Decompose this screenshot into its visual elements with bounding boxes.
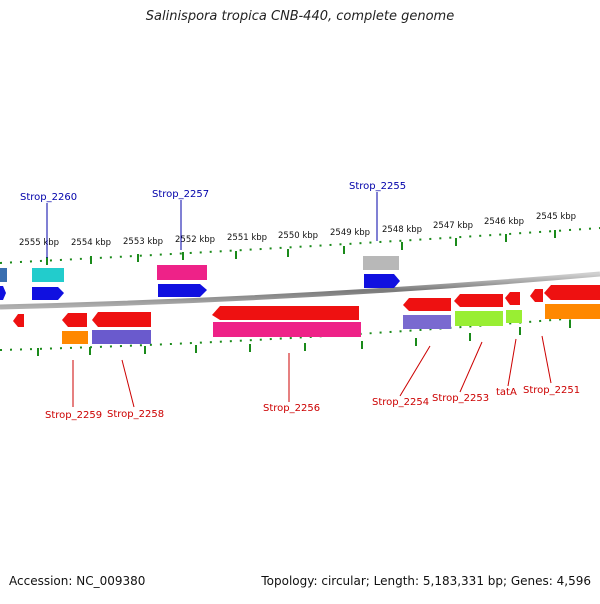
inner-tick-band [0,315,600,351]
feature-arrow[interactable] [92,312,151,327]
feature-arrow[interactable] [454,294,503,307]
ruler-label: 2553 kbp [123,237,163,247]
feature-arrow[interactable] [62,313,87,327]
accession-text: Accession: NC_009380 [9,574,146,588]
feature-arrow[interactable] [505,292,520,305]
feature-arrow[interactable] [212,306,359,320]
inner-major-ticks [37,320,571,356]
gene-label[interactable]: Strop_2253 [432,393,489,404]
bottom-gene-labels: Strop_2259 Strop_2258 Strop_2256 Strop_2… [45,385,580,421]
feature-block[interactable] [0,268,7,282]
genome-backbone [0,271,600,310]
feature-block[interactable] [32,268,64,282]
feature-block[interactable] [157,265,207,280]
outer-tick-band [0,227,600,264]
top-leader-lines [46,192,378,258]
feature-block[interactable] [455,311,503,326]
ruler-label: 2547 kbp [433,221,473,231]
feature-arrow[interactable] [544,285,600,300]
ruler-label: 2545 kbp [536,212,576,222]
ruler-label: 2552 kbp [175,235,215,245]
feature-arrow[interactable] [158,284,207,297]
gene-label[interactable]: Strop_2251 [523,385,580,396]
gene-label[interactable]: Strop_2258 [107,409,164,420]
bottom-leader-lines [72,335,552,408]
ruler-label: 2548 kbp [382,225,422,235]
feature-block[interactable] [506,310,522,323]
feature-arrow[interactable] [364,274,400,288]
ruler-label: 2546 kbp [484,217,524,227]
feature-block[interactable] [62,331,88,344]
ruler-labels: 2555 kbp 2554 kbp 2553 kbp 2552 kbp 2551… [19,212,576,248]
ruler-label: 2549 kbp [330,228,370,238]
top-strand-features [0,256,400,300]
bottom-strand-features [13,285,600,344]
ruler-label: 2550 kbp [278,231,318,241]
feature-block[interactable] [363,256,399,270]
top-gene-labels: Strop_2260 Strop_2257 Strop_2255 [20,181,406,203]
gene-label[interactable]: Strop_2254 [372,397,429,408]
feature-arrow[interactable] [403,298,451,311]
gene-label[interactable]: Strop_2260 [20,192,77,203]
page-title: Salinispora tropica CNB-440, complete ge… [145,9,455,24]
genome-summary-text: Topology: circular; Length: 5,183,331 bp… [261,574,591,588]
ruler-label: 2551 kbp [227,233,267,243]
gene-label[interactable]: Strop_2257 [152,189,209,200]
outer-major-ticks [46,230,556,265]
gene-label[interactable]: Strop_2256 [263,403,320,414]
feature-arrow[interactable] [0,286,6,300]
gene-label[interactable]: tatA [496,387,517,398]
gene-label[interactable]: Strop_2255 [349,181,406,192]
feature-arrow[interactable] [530,289,543,302]
feature-block[interactable] [92,330,151,344]
ruler-label: 2555 kbp [19,238,59,248]
feature-block[interactable] [545,304,600,319]
feature-arrow[interactable] [32,287,64,300]
gene-label[interactable]: Strop_2259 [45,410,102,421]
feature-block[interactable] [213,322,361,337]
feature-block[interactable] [403,315,451,329]
feature-arrow[interactable] [13,314,24,327]
ruler-label: 2554 kbp [71,238,111,248]
